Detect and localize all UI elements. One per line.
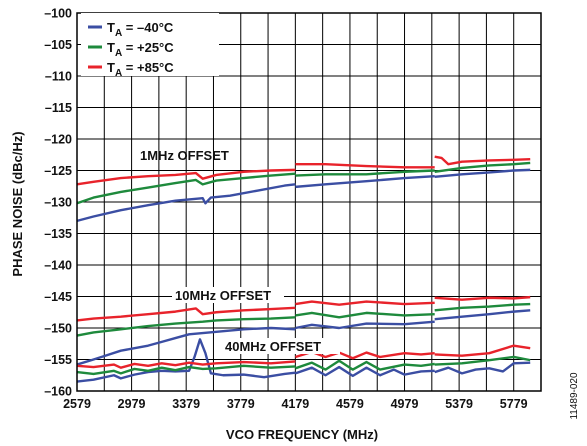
series-line [434,344,531,357]
series-line [294,350,435,360]
series-line [434,302,531,312]
y-tick-label: –125 [44,164,72,178]
series-line [76,172,296,205]
x-tick-label: 3779 [227,397,255,411]
series-line [434,309,531,321]
x-tick-labels: 2579 2979 3379 3779 4179 4579 4979 5379 5779 [63,397,528,411]
annotation-40mhz-offset: 40MHz OFFSET [225,339,321,354]
legend-label: TA = +25°C [107,40,174,59]
series-line [76,326,296,366]
series-line [76,360,296,369]
series-layer [76,155,531,383]
series-line [434,355,531,366]
x-tick-label: 4979 [391,397,419,411]
y-tick-label: –110 [45,70,72,84]
legend-item-plus-25c: TA = +25°C [88,40,174,59]
series-line [76,306,296,322]
x-tick-label: 4179 [281,397,309,411]
series-line [434,168,531,178]
y-tick-label: –140 [44,259,72,273]
series-line [434,295,531,301]
y-tick-label: –135 [44,227,72,241]
y-tick-label: –155 [44,353,72,367]
y-tick-label: –160 [44,385,72,399]
legend-item-plus-85c: TA = +85°C [88,60,174,79]
series-line [76,364,296,376]
series-line [76,168,296,186]
series-line [295,174,435,189]
series-line [295,169,435,177]
y-tick-label: –150 [44,322,72,336]
y-tick-label: –145 [44,290,72,304]
series-line [76,316,296,337]
x-tick-label: 4579 [336,397,364,411]
legend-background [81,13,219,76]
series-line [295,162,435,169]
annotation-1mhz-offset: 1MHz OFFSET [140,148,229,163]
plot-frame [76,12,542,392]
x-axis-title: VCO FREQUENCY (MHz) [226,427,378,442]
x-tick-label: 5779 [500,397,528,411]
series-line [294,365,435,378]
legend-label: TA = +85°C [107,60,174,79]
legend-label: TA = –40°C [107,20,174,39]
legend-item-minus-40c: TA = –40°C [88,20,174,39]
x-tick-label: 2579 [63,397,91,411]
y-tick-label: –100 [44,7,72,21]
x-tick-label: 3379 [172,397,200,411]
series-line [76,183,296,223]
plot-border [76,12,542,392]
legend: TA = –40°C TA = +25°C TA = +85°C [81,13,219,79]
series-line [295,300,435,306]
series-line [295,311,435,319]
y-axis-title: PHASE NOISE (dBc/Hz) [10,131,25,276]
y-tick-label: –120 [44,133,72,147]
y-tick-label: –115 [45,101,72,115]
y-tick-label: –105 [44,38,72,52]
y-tick-labels: –100 –105 –110 –115 –120 –125 –130 –135 –140 –145… [44,7,72,399]
y-tick-label: –130 [44,196,72,210]
series-line [434,161,531,173]
annotation-background [222,338,340,354]
x-tick-label: 5379 [445,397,473,411]
x-tick-label: 2979 [118,397,146,411]
annotation-10mhz-offset: 10MHz OFFSET [175,288,271,303]
figure-id: 11489-020 [569,372,580,420]
series-line [434,361,531,375]
annotation-background [172,287,284,303]
series-line [295,320,435,330]
series-line [294,359,435,371]
series-line [434,155,531,166]
